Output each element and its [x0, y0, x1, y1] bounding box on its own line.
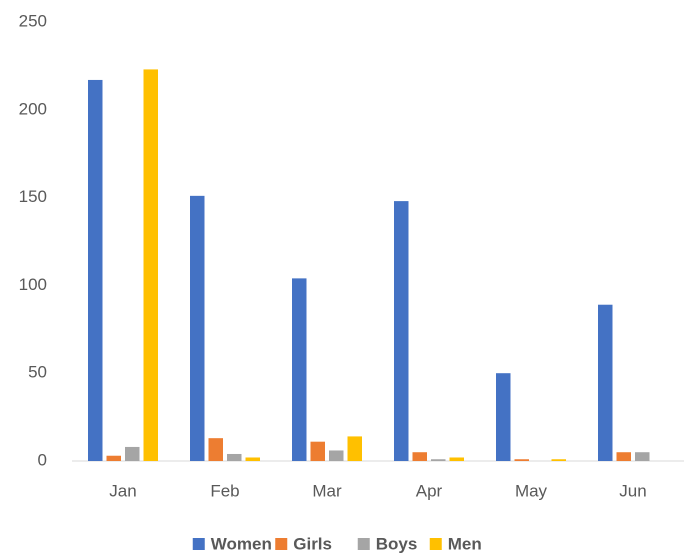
- bar: [143, 69, 158, 462]
- bar: [412, 452, 427, 461]
- bar: [292, 278, 307, 461]
- y-tick-label: 100: [19, 275, 47, 294]
- bar: [106, 455, 121, 461]
- x-tick-label: Jun: [619, 481, 646, 500]
- bar: [208, 438, 223, 461]
- bar: [616, 452, 631, 461]
- x-tick-label: Feb: [210, 481, 239, 500]
- bar: [598, 304, 613, 461]
- bar: [551, 459, 566, 461]
- legend-swatch: [275, 538, 288, 550]
- legend-label: Women: [211, 534, 272, 553]
- bar: [431, 459, 446, 461]
- y-tick-label: 50: [28, 363, 47, 382]
- y-tick-label: 250: [19, 11, 47, 30]
- bar: [635, 452, 650, 461]
- y-tick-label: 200: [19, 99, 47, 118]
- x-tick-label: Jan: [109, 481, 136, 500]
- bar: [245, 457, 260, 461]
- x-tick-label: May: [515, 481, 548, 500]
- bar: [347, 436, 362, 461]
- legend-swatch: [429, 538, 442, 550]
- legend-swatch: [357, 538, 370, 550]
- bar: [310, 441, 325, 461]
- x-tick-label: Apr: [416, 481, 443, 500]
- bar: [394, 201, 409, 461]
- legend-label: Boys: [376, 534, 418, 553]
- bar: [329, 450, 344, 461]
- y-tick-label: 150: [19, 187, 47, 206]
- legend-label: Girls: [293, 534, 332, 553]
- y-tick-label: 0: [38, 450, 47, 469]
- bar: [449, 457, 464, 461]
- bar: [190, 195, 205, 461]
- bar: [227, 453, 242, 461]
- bar: [496, 373, 511, 461]
- bar: [125, 446, 140, 461]
- bar: [514, 459, 529, 461]
- legend-label: Men: [448, 534, 482, 553]
- legend-swatch: [192, 538, 205, 550]
- x-tick-label: Mar: [312, 481, 342, 500]
- bar: [88, 79, 103, 461]
